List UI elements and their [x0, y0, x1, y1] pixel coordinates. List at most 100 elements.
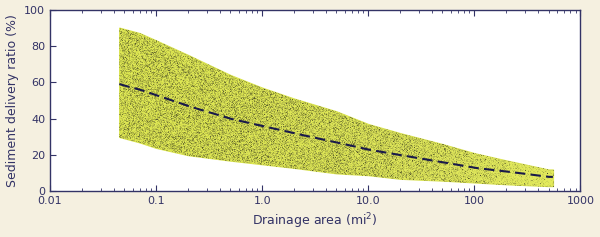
- Point: [529, 167, 538, 171]
- Point: [199, 123, 209, 127]
- Point: [412, 174, 422, 178]
- Point: [466, 177, 476, 181]
- Point: [220, 98, 229, 102]
- Point: [318, 108, 328, 112]
- Point: [446, 145, 455, 148]
- Point: [512, 179, 521, 183]
- Point: [203, 98, 212, 102]
- Point: [500, 164, 510, 168]
- Point: [212, 135, 221, 138]
- Point: [257, 128, 267, 132]
- Point: [141, 129, 151, 133]
- Point: [188, 112, 197, 116]
- Point: [494, 176, 503, 179]
- Point: [218, 134, 227, 138]
- Point: [393, 138, 403, 142]
- Point: [319, 121, 328, 125]
- Point: [122, 82, 131, 86]
- Point: [328, 145, 337, 149]
- Point: [235, 157, 245, 161]
- Point: [544, 169, 553, 173]
- Point: [142, 117, 151, 120]
- Point: [186, 106, 196, 110]
- Point: [260, 113, 269, 117]
- Point: [471, 179, 481, 182]
- Point: [508, 166, 517, 170]
- Point: [226, 103, 236, 107]
- Point: [451, 171, 461, 175]
- Point: [307, 164, 316, 168]
- Point: [368, 131, 378, 135]
- Point: [211, 124, 220, 128]
- Point: [363, 130, 373, 134]
- Point: [171, 133, 181, 137]
- Point: [508, 173, 517, 176]
- Point: [502, 171, 511, 175]
- Point: [143, 49, 153, 53]
- Point: [300, 155, 310, 159]
- Point: [410, 163, 419, 167]
- Point: [512, 163, 521, 167]
- Point: [299, 154, 309, 158]
- Point: [153, 54, 163, 57]
- Point: [124, 119, 133, 123]
- Point: [441, 147, 451, 151]
- Point: [213, 135, 223, 139]
- Point: [333, 155, 343, 159]
- Point: [189, 125, 199, 129]
- Point: [509, 161, 519, 165]
- Point: [316, 138, 326, 142]
- Point: [288, 144, 298, 148]
- Point: [424, 169, 434, 173]
- Point: [170, 117, 180, 121]
- Point: [182, 68, 192, 72]
- Point: [138, 36, 148, 39]
- Point: [434, 159, 444, 163]
- Point: [233, 120, 242, 124]
- Point: [294, 152, 304, 156]
- Point: [385, 137, 395, 141]
- Point: [447, 171, 457, 175]
- Point: [376, 130, 385, 134]
- Point: [475, 166, 484, 170]
- Point: [139, 137, 149, 140]
- Point: [193, 141, 203, 145]
- Point: [542, 180, 552, 184]
- Point: [161, 80, 170, 83]
- Point: [343, 153, 352, 157]
- Point: [373, 132, 382, 136]
- Point: [485, 175, 494, 178]
- Point: [455, 153, 464, 157]
- Point: [464, 152, 474, 156]
- Point: [163, 69, 173, 73]
- Point: [269, 117, 279, 121]
- Point: [243, 122, 253, 126]
- Point: [465, 161, 475, 165]
- Point: [475, 179, 484, 182]
- Point: [467, 152, 476, 156]
- Point: [344, 135, 353, 139]
- Point: [419, 176, 429, 179]
- Point: [142, 79, 151, 83]
- Point: [483, 171, 493, 175]
- Point: [324, 119, 334, 123]
- Point: [392, 172, 401, 176]
- Point: [485, 155, 495, 159]
- Point: [138, 71, 148, 75]
- Point: [141, 37, 151, 41]
- Point: [168, 115, 178, 119]
- Point: [451, 165, 460, 169]
- Point: [123, 38, 133, 42]
- Point: [397, 164, 407, 167]
- Point: [253, 158, 263, 161]
- Point: [481, 181, 490, 185]
- Point: [319, 127, 328, 131]
- Point: [497, 180, 506, 184]
- Point: [326, 123, 336, 127]
- Point: [428, 149, 437, 153]
- Point: [255, 141, 265, 144]
- Point: [205, 80, 215, 84]
- Point: [183, 106, 193, 110]
- Point: [400, 135, 410, 138]
- Point: [494, 178, 503, 181]
